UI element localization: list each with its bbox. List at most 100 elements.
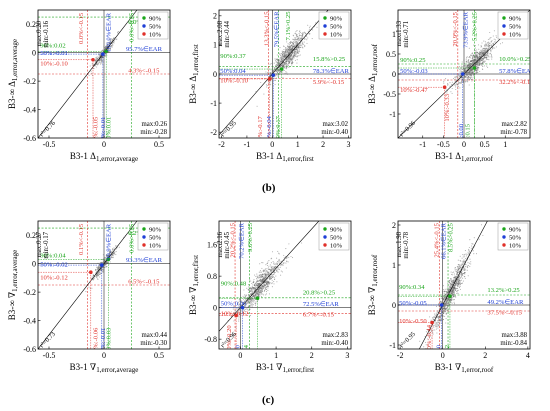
scatter-point: [298, 31, 301, 33]
scatter-point: [488, 44, 490, 46]
scatter-point: [259, 271, 261, 273]
scatter-point: [272, 71, 274, 73]
scatter-point: [299, 30, 301, 32]
scatter-point: [294, 54, 296, 56]
scatter-point: [472, 71, 474, 73]
scatter-point: [485, 42, 487, 44]
annotation-label: 79.5%∈EAR: [274, 11, 281, 48]
scatter-point: [308, 29, 310, 31]
scatter-point: [260, 271, 262, 273]
scatter-point: [287, 60, 289, 62]
scatter-point: [486, 57, 488, 59]
legend-marker: [502, 32, 506, 36]
scatter-point: [291, 53, 293, 55]
scatter-point: [115, 251, 117, 253]
scatter-point: [109, 42, 111, 44]
scatter-point: [91, 72, 93, 74]
scatter-point: [260, 81, 262, 84]
scatter-point: [459, 69, 461, 71]
annotation-label: 9.6%>0.25: [247, 222, 254, 252]
scatter-point: [460, 82, 463, 84]
scatter-point: [97, 273, 99, 275]
scatter-point: [479, 62, 481, 65]
scatter-point: [250, 294, 252, 296]
scatter-point: [453, 273, 456, 275]
scatter-point: [304, 38, 306, 40]
annotation-label: 8.5%>0.25: [447, 222, 454, 252]
scatter-point: [272, 276, 274, 278]
scatter-point: [287, 51, 289, 53]
scatter-point: [447, 302, 449, 304]
scatter-point: [456, 293, 458, 295]
scatter-point: [309, 25, 311, 27]
scatter-point: [457, 268, 459, 270]
scatter-point: [453, 281, 455, 283]
scatter-point: [454, 86, 457, 88]
annotation-label: 20.9%<-0.15: [452, 11, 459, 46]
scatter-point: [454, 283, 456, 285]
scatter-point: [459, 82, 461, 85]
scatter-point: [486, 53, 489, 55]
scatter-point: [465, 253, 467, 255]
legend-label: 50%: [330, 235, 343, 242]
legend-label: 50%: [509, 24, 522, 31]
scatter-point: [246, 287, 248, 289]
scatter-point: [275, 77, 277, 79]
scatter-point: [470, 78, 472, 80]
scatter-point: [285, 46, 287, 49]
scatter-point: [280, 270, 282, 272]
scatter-point: [458, 81, 460, 83]
scatter-point: [437, 325, 439, 327]
legend-label: 10%: [330, 243, 343, 250]
scatter-point: [270, 277, 273, 279]
scatter-point: [267, 282, 270, 284]
scatter-point: [255, 275, 257, 278]
scatter-point: [454, 295, 456, 297]
scatter-point: [472, 243, 474, 245]
scatter-point: [243, 298, 245, 300]
scatter-point: [247, 295, 249, 297]
scatter-point: [478, 238, 480, 240]
scatter-point: [480, 224, 483, 226]
scatter-point: [437, 316, 439, 318]
scatter-point: [460, 75, 462, 77]
chart-panel-2: 13.3%<-0.15 79.5%∈EAR 7.1%>0.2515.8%>0.257…: [188, 9, 352, 163]
scatter-point: [455, 76, 457, 78]
scatter-point: [293, 53, 295, 55]
scatter-point: [444, 309, 446, 311]
annotation-label: 90%:0.24: [243, 344, 250, 370]
scatter-point: [116, 38, 118, 40]
scatter-point: [302, 32, 304, 34]
scatter-point: [291, 48, 293, 50]
x-tick-label: 0.5: [480, 140, 490, 149]
scatter-point: [488, 59, 490, 61]
legend-label: 10%: [509, 243, 522, 250]
scatter-point: [446, 291, 448, 293]
scatter-point: [439, 317, 441, 319]
scatter-point: [256, 277, 259, 279]
scatter-point: [466, 79, 468, 81]
scatter-point: [296, 49, 298, 51]
scatter-point: [246, 301, 248, 303]
scatter-point: [273, 62, 275, 64]
scatter-point: [279, 53, 281, 56]
scatter-point: [267, 267, 269, 269]
scatter-point: [468, 47, 470, 49]
scatter-point: [286, 41, 288, 43]
annotation-label: 0.0%>0.25: [129, 223, 136, 253]
scatter-point: [258, 283, 260, 285]
scatter-point: [268, 82, 270, 84]
scatter-point: [89, 65, 91, 67]
scatter-point: [492, 47, 494, 49]
scatter-point: [462, 280, 464, 282]
scatter-point: [468, 264, 470, 266]
scatter-point: [249, 289, 251, 292]
scatter-point: [275, 73, 277, 75]
annotation-label: 10%:-0.33: [444, 93, 451, 121]
scatter-point: [245, 302, 247, 304]
y-tick-label: -1: [210, 99, 217, 108]
scatter-point: [287, 261, 289, 263]
x-tick-label: 0: [102, 140, 106, 149]
scatter-point: [447, 298, 449, 300]
scatter-point: [438, 322, 440, 324]
